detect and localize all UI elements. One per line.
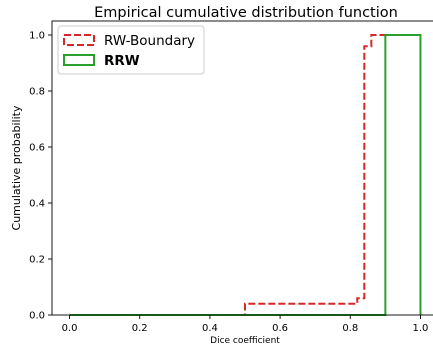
chart-title: Empirical cumulative distribution functi…: [94, 5, 398, 21]
y-tick-label: 0.0: [29, 311, 45, 322]
legend-swatch: [63, 54, 95, 66]
x-tick-label: 0.8: [342, 323, 358, 334]
x-tick-label: 0.0: [62, 323, 78, 334]
x-axis: 0.0 0.2 0.4 0.6 0.8 1.0: [62, 315, 429, 334]
series-layer: [69, 34, 422, 316]
y-tick-label: 0.4: [29, 199, 45, 210]
x-tick-label: 0.6: [272, 323, 288, 334]
y-tick-label: 1.0: [29, 31, 45, 42]
x-axis-label: Dice coefficient: [210, 336, 280, 346]
legend-label: RW-Boundary: [104, 33, 195, 49]
y-axis-label: Cumulative probability: [10, 105, 23, 230]
series-line-rrw: [69, 34, 422, 316]
y-tick-label: 0.8: [29, 87, 45, 98]
series-line-rw-boundary: [69, 34, 421, 316]
x-tick-label: 0.2: [132, 323, 148, 334]
legend: RW-Boundary RRW: [57, 25, 205, 75]
legend-swatch: [63, 34, 95, 46]
x-tick-label: 1.0: [413, 323, 429, 334]
x-tick-label: 0.4: [202, 323, 218, 334]
plot-frame: [51, 20, 433, 316]
y-tick-label: 0.6: [29, 143, 45, 154]
y-axis: 0.0 0.2 0.4 0.6 0.8 1.0: [29, 31, 52, 322]
legend-label: RRW: [104, 53, 140, 69]
y-tick-label: 0.2: [29, 255, 45, 266]
